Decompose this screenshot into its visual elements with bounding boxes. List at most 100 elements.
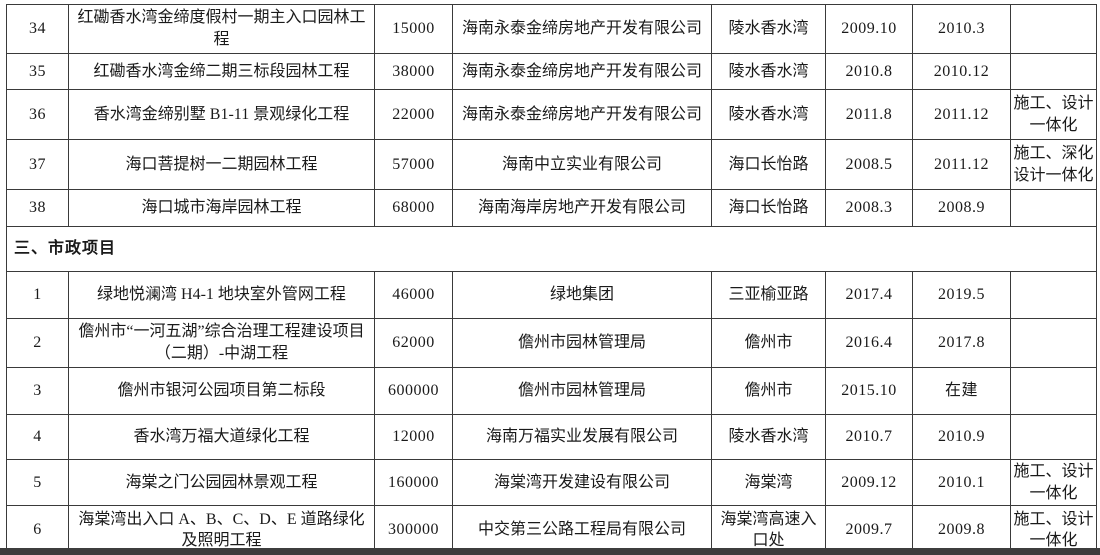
cell-end: 2010.1 <box>912 458 1011 507</box>
cell-start: 2009.12 <box>825 458 913 507</box>
cell-amount: 300000 <box>374 505 453 555</box>
cell-client: 海南万福实业发展有限公司 <box>452 414 712 460</box>
cell-amount: 160000 <box>374 458 453 507</box>
cell-client: 海南永泰金缔房地产开发有限公司 <box>452 4 712 54</box>
table-row: 5 海棠之门公园园林景观工程 160000 海棠湾开发建设有限公司 海棠湾 2009.12… <box>6 458 1097 507</box>
cell-project-name: 海口城市海岸园林工程 <box>68 189 375 227</box>
cell-end: 2017.8 <box>912 318 1011 368</box>
cell-location: 海口长怡路 <box>711 139 826 190</box>
cell-end: 2010.12 <box>912 53 1011 90</box>
cell-project-name: 绿地悦澜湾 H4-1 地块室外管网工程 <box>68 271 375 319</box>
cell-project-name: 儋州市“一河五湖”综合治理工程建设项目（二期）-中湖工程 <box>68 318 375 368</box>
table-row: 37 海口菩提树一二期园林工程 57000 海南中立实业有限公司 海口长怡路 2008.5… <box>6 139 1097 190</box>
cell-start: 2008.3 <box>825 189 913 227</box>
cell-location: 海口长怡路 <box>711 189 826 227</box>
table-row: 36 香水湾金缔别墅 B1-11 景观绿化工程 22000 海南永泰金缔房地产开发有限… <box>6 89 1097 140</box>
cell-project-name: 香水湾万福大道绿化工程 <box>68 414 375 460</box>
cell-end: 在建 <box>912 367 1011 415</box>
cell-note <box>1010 53 1097 90</box>
cell-end: 2010.3 <box>912 4 1011 54</box>
cell-amount: 600000 <box>374 367 453 415</box>
cell-note <box>1010 189 1097 227</box>
cell-start: 2017.4 <box>825 271 913 319</box>
cell-amount: 68000 <box>374 189 453 227</box>
cell-project-name: 儋州市银河公园项目第二标段 <box>68 367 375 415</box>
cell-amount: 12000 <box>374 414 453 460</box>
table-row: 34 红磡香水湾金缔度假村一期主入口园林工程 15000 海南永泰金缔房地产开发有限公… <box>6 4 1097 54</box>
cell-num: 35 <box>6 53 69 90</box>
cell-num: 6 <box>6 505 69 555</box>
cell-project-name: 红磡香水湾金缔度假村一期主入口园林工程 <box>68 4 375 54</box>
cell-client: 儋州市园林管理局 <box>452 367 712 415</box>
cell-location: 海棠湾 <box>711 458 826 507</box>
section-header: 三、市政项目 <box>6 226 1097 272</box>
cell-start: 2016.4 <box>825 318 913 368</box>
table-row: 1 绿地悦澜湾 H4-1 地块室外管网工程 46000 绿地集团 三亚榆亚路 2017.4… <box>6 271 1097 319</box>
cell-project-name: 海棠之门公园园林景观工程 <box>68 458 375 507</box>
cell-note <box>1010 318 1097 368</box>
projects-table: 34 红磡香水湾金缔度假村一期主入口园林工程 15000 海南永泰金缔房地产开发有限公… <box>6 4 1097 555</box>
cell-project-name: 海口菩提树一二期园林工程 <box>68 139 375 190</box>
cell-start: 2010.7 <box>825 414 913 460</box>
cell-note <box>1010 414 1097 460</box>
table-row: 6 海棠湾出入口 A、B、C、D、E 道路绿化及照明工程 300000 中交第三公路工… <box>6 505 1097 555</box>
cell-client: 海南永泰金缔房地产开发有限公司 <box>452 89 712 140</box>
cell-amount: 22000 <box>374 89 453 140</box>
document-page: 34 红磡香水湾金缔度假村一期主入口园林工程 15000 海南永泰金缔房地产开发有限公… <box>6 4 1097 555</box>
table-row: 3 儋州市银河公园项目第二标段 600000 儋州市园林管理局 儋州市 2015.10 在建 <box>6 367 1097 415</box>
table-row: 4 香水湾万福大道绿化工程 12000 海南万福实业发展有限公司 陵水香水湾 2010.7… <box>6 414 1097 460</box>
cell-start: 2008.5 <box>825 139 913 190</box>
cell-note: 施工、设计一体化 <box>1010 458 1097 507</box>
cell-end: 2011.12 <box>912 89 1011 140</box>
cell-num: 2 <box>6 318 69 368</box>
cell-amount: 15000 <box>374 4 453 54</box>
cell-note: 施工、深化设计一体化 <box>1010 139 1097 190</box>
cell-start: 2011.8 <box>825 89 913 140</box>
projects-table-body: 34 红磡香水湾金缔度假村一期主入口园林工程 15000 海南永泰金缔房地产开发有限公… <box>6 4 1097 555</box>
cell-num: 4 <box>6 414 69 460</box>
cell-client: 中交第三公路工程局有限公司 <box>452 505 712 555</box>
cell-note <box>1010 271 1097 319</box>
cell-amount: 46000 <box>374 271 453 319</box>
cell-location: 儋州市 <box>711 318 826 368</box>
cell-num: 37 <box>6 139 69 190</box>
cell-num: 3 <box>6 367 69 415</box>
cell-start: 2009.10 <box>825 4 913 54</box>
cell-location: 陵水香水湾 <box>711 89 826 140</box>
cell-end: 2019.5 <box>912 271 1011 319</box>
cell-project-name: 香水湾金缔别墅 B1-11 景观绿化工程 <box>68 89 375 140</box>
cell-client: 绿地集团 <box>452 271 712 319</box>
section-row: 三、市政项目 <box>6 226 1097 272</box>
cell-num: 38 <box>6 189 69 227</box>
table-row: 38 海口城市海岸园林工程 68000 海南海岸房地产开发有限公司 海口长怡路 2008.… <box>6 189 1097 227</box>
cell-num: 36 <box>6 89 69 140</box>
cell-project-name: 红磡香水湾金缔二期三标段园林工程 <box>68 53 375 90</box>
cell-end: 2011.12 <box>912 139 1011 190</box>
cell-location: 陵水香水湾 <box>711 53 826 90</box>
cell-client: 海南永泰金缔房地产开发有限公司 <box>452 53 712 90</box>
cell-num: 1 <box>6 271 69 319</box>
cell-amount: 38000 <box>374 53 453 90</box>
cell-client: 海南海岸房地产开发有限公司 <box>452 189 712 227</box>
cell-num: 34 <box>6 4 69 54</box>
page-bottom-edge-bar <box>0 548 1100 555</box>
cell-location: 三亚榆亚路 <box>711 271 826 319</box>
cell-client: 海棠湾开发建设有限公司 <box>452 458 712 507</box>
cell-location: 海棠湾高速入口处 <box>711 505 826 555</box>
cell-note <box>1010 4 1097 54</box>
cell-location: 儋州市 <box>711 367 826 415</box>
cell-client: 海南中立实业有限公司 <box>452 139 712 190</box>
cell-note: 施工、设计一体化 <box>1010 89 1097 140</box>
cell-end: 2010.9 <box>912 414 1011 460</box>
table-row: 35 红磡香水湾金缔二期三标段园林工程 38000 海南永泰金缔房地产开发有限公司 陵水… <box>6 53 1097 90</box>
cell-num: 5 <box>6 458 69 507</box>
cell-amount: 62000 <box>374 318 453 368</box>
cell-note <box>1010 367 1097 415</box>
cell-end: 2008.9 <box>912 189 1011 227</box>
cell-start: 2010.8 <box>825 53 913 90</box>
table-row: 2 儋州市“一河五湖”综合治理工程建设项目（二期）-中湖工程 62000 儋州市园林管… <box>6 318 1097 368</box>
cell-location: 陵水香水湾 <box>711 414 826 460</box>
cell-location: 陵水香水湾 <box>711 4 826 54</box>
cell-start: 2015.10 <box>825 367 913 415</box>
cell-start: 2009.7 <box>825 505 913 555</box>
